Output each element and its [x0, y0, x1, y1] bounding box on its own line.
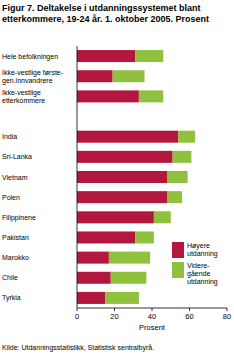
text-line: etterkommere, 19-24 år. 1. oktober 2005.… [2, 14, 209, 24]
bar-segment [167, 191, 182, 203]
tick [152, 308, 153, 311]
tick [77, 308, 78, 311]
bar-segment [77, 292, 105, 304]
text-line: Chile [2, 274, 18, 281]
tick-label: 80 [223, 312, 231, 321]
text-line: Ikke-vestlige [2, 89, 41, 97]
bar-segment [111, 272, 147, 284]
text-line: Høyere [187, 242, 210, 250]
bar-segment [77, 131, 178, 143]
bar-segment [77, 50, 135, 62]
bar-segment [77, 191, 167, 203]
bar-segment [167, 171, 188, 183]
text-line: etterkommere [2, 97, 45, 104]
category-label: Filippinene [2, 214, 36, 222]
tick-label: 0 [75, 312, 79, 321]
category-label: Marokko [2, 254, 29, 261]
text-line: Videre- [187, 262, 210, 269]
text-line: Filippinene [2, 214, 36, 222]
category-label: Vietnam [2, 174, 28, 181]
bar-segment [77, 171, 167, 183]
text-line: utdanning [187, 278, 218, 286]
bar-segment [77, 272, 111, 284]
category-label: Chile [2, 274, 18, 281]
text-line: India [2, 133, 17, 140]
category-label: India [2, 133, 17, 140]
category-label: Ikke-vestligeetterkommere [2, 89, 45, 104]
bar-segment [77, 211, 154, 223]
axis-label: Prosent [139, 323, 166, 332]
bar-segment [77, 231, 135, 243]
bar-segment [135, 231, 154, 243]
bar-segment [173, 151, 192, 163]
source: Kilde: Utdanningsstatistikk, Statistisk … [2, 344, 154, 352]
text-line: gen.innvandrere [2, 77, 53, 85]
bar-segment [113, 70, 145, 82]
category-label: Ikke-vestlige første-gen.innvandrere [2, 69, 64, 85]
chart: Figur 7. Deltakelse i utdanningssystemet… [0, 0, 234, 357]
text-line: Hele befolkningen [2, 53, 58, 61]
category-label: Pakistan [2, 234, 29, 241]
text-line: Sri-Lanka [2, 153, 32, 160]
tick-label: 40 [148, 312, 156, 321]
text-line: Ikke-vestlige første- [2, 69, 64, 77]
text-line: gående [187, 270, 210, 278]
text-line: Vietnam [2, 174, 28, 181]
bar-segment [154, 211, 171, 223]
bar-segment [139, 90, 163, 102]
bar-segment [178, 131, 195, 143]
text-line: Marokko [2, 254, 29, 261]
bar-segment [77, 151, 173, 163]
legend-swatch [172, 242, 184, 258]
bars [77, 50, 195, 304]
tick [189, 308, 190, 311]
category-label: Hele befolkningen [2, 53, 58, 61]
bar-segment [135, 50, 163, 62]
bar-segment [77, 70, 113, 82]
tick-label: 60 [185, 312, 193, 321]
tick [114, 308, 115, 311]
bar-segment [105, 292, 139, 304]
y-axis-line [77, 46, 78, 308]
legend: HøyereutdanningVidere-gåendeutdanning [172, 242, 218, 286]
category-label: Polen [2, 194, 20, 201]
category-label: Tyrkia [2, 294, 21, 302]
title: Figur 7. Deltakelse i utdanningssystemet… [2, 3, 209, 24]
bar-segment [77, 90, 139, 102]
tick-label: 20 [110, 312, 118, 321]
legend-label: Videre-gåendeutdanning [187, 262, 218, 286]
text-line: Tyrkia [2, 294, 21, 302]
tick [227, 308, 228, 311]
text-line: Polen [2, 194, 20, 201]
legend-label: Høyereutdanning [187, 242, 218, 258]
text-line: Pakistan [2, 234, 29, 241]
legend-swatch [172, 262, 184, 278]
category-label: Sri-Lanka [2, 153, 32, 160]
bar-segment [109, 252, 150, 264]
bar-segment [77, 252, 109, 264]
text-line: utdanning [187, 250, 218, 258]
text-line: Figur 7. Deltakelse i utdanningssystemet… [2, 3, 201, 13]
